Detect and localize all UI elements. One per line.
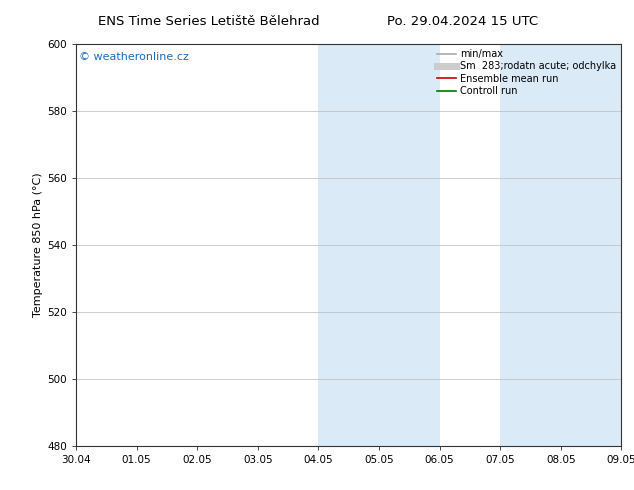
Bar bbox=[318, 44, 439, 446]
Text: Po. 29.04.2024 15 UTC: Po. 29.04.2024 15 UTC bbox=[387, 15, 538, 28]
Bar bbox=[500, 44, 621, 446]
Legend: min/max, Sm  283;rodatn acute; odchylka, Ensemble mean run, Controll run: min/max, Sm 283;rodatn acute; odchylka, … bbox=[435, 47, 618, 98]
Text: © weatheronline.cz: © weatheronline.cz bbox=[79, 52, 189, 62]
Text: ENS Time Series Letiště Bělehrad: ENS Time Series Letiště Bělehrad bbox=[98, 15, 320, 28]
Y-axis label: Temperature 850 hPa (°C): Temperature 850 hPa (°C) bbox=[33, 172, 43, 318]
